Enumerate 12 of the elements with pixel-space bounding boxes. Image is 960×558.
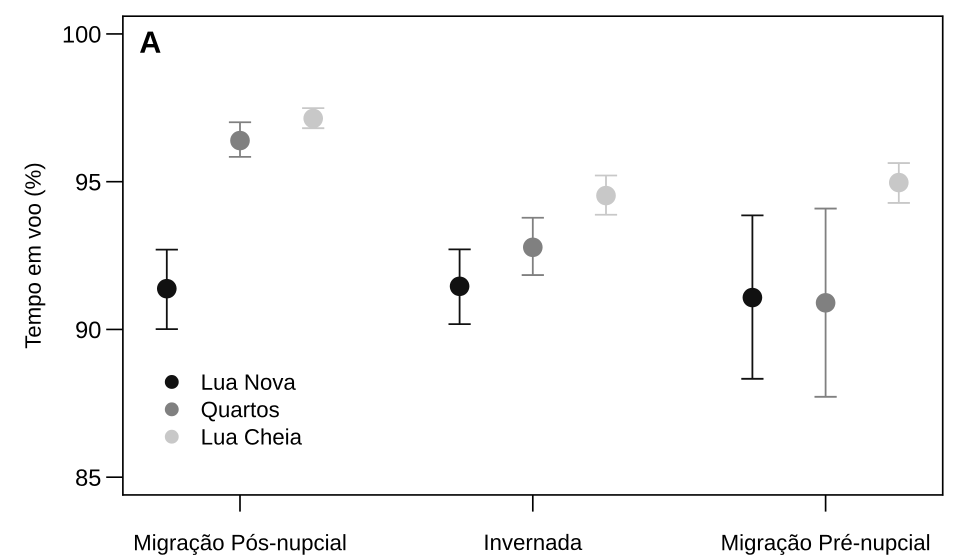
y-tick-label: 95 [76, 174, 100, 190]
legend-label: Quartos [202, 402, 279, 422]
x-tick-label: Migração Pós-nupcial [134, 534, 346, 555]
x-tick-label: Migração Pré-nupcial [722, 534, 930, 555]
y-tick-label: 90 [76, 322, 100, 338]
y-axis-title: Tempo em voo (%) [24, 164, 46, 348]
y-tick-label: 85 [76, 469, 100, 486]
y-tick-label: 100 [64, 26, 100, 43]
annotation: A [140, 32, 161, 53]
legend-label: Lua Cheia [202, 428, 302, 445]
legend-label: Lua Nova [202, 374, 296, 390]
x-tick-label: Invernada [485, 534, 582, 550]
